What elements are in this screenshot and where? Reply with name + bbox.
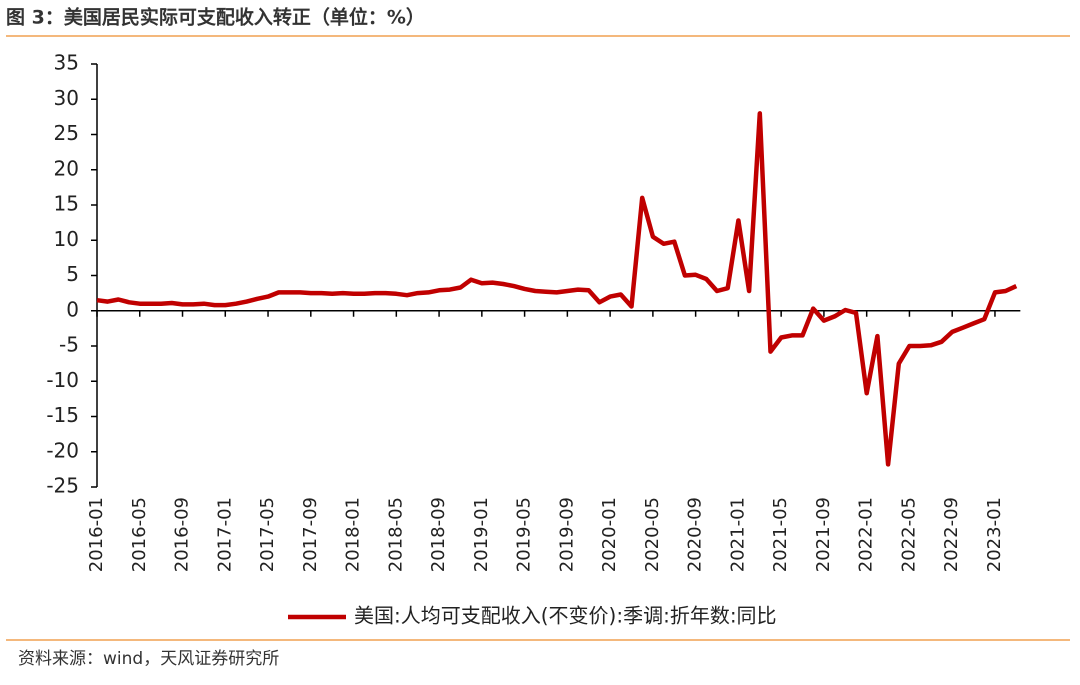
x-tick-label: 2022-01 [856,497,877,572]
chart-title: 图 3：美国居民实际可支配收入转正（单位：%） [6,6,425,29]
x-tick-label: 2020-05 [642,497,663,572]
legend-label: 美国:人均可支配收入(不变价):季调:折年数:同比 [354,604,777,628]
x-tick-label: 2020-01 [599,497,620,572]
x-tick-label: 2016-01 [86,497,107,572]
x-tick-label: 2022-05 [898,497,919,572]
y-tick-label: -25 [46,474,79,498]
y-tick-label: 35 [54,51,79,75]
x-tick-label: 2018-09 [428,497,449,572]
y-tick-label: 15 [54,192,79,216]
y-tick-label: -15 [46,403,79,427]
x-tick-label: 2022-09 [941,497,962,572]
x-tick-label: 2019-01 [471,497,492,572]
y-tick-label: -10 [46,368,79,392]
y-tick-label: -5 [59,333,79,357]
y-tick-label: 30 [54,86,79,110]
y-tick-label: 20 [54,156,79,180]
y-tick-label: 0 [66,297,79,321]
y-tick-label: 5 [66,262,79,286]
x-tick-label: 2021-05 [770,497,791,572]
y-tick-label: 10 [54,227,79,251]
x-tick-label: 2021-09 [813,497,834,572]
x-tick-label: 2021-01 [727,497,748,572]
x-tick-label: 2019-09 [556,497,577,572]
x-tick-label: 2020-09 [685,497,706,572]
x-tick-label: 2018-01 [343,497,364,572]
y-tick-label: -20 [46,438,79,462]
x-tick-label: 2017-09 [300,497,321,572]
x-tick-label: 2019-05 [514,497,535,572]
x-tick-label: 2023-01 [984,497,1005,572]
x-tick-label: 2018-05 [385,497,406,572]
source: 资料来源：wind，天风证券研究所 [18,649,279,669]
x-tick-label: 2016-05 [129,497,150,572]
x-tick-label: 2017-05 [257,497,278,572]
x-tick-label: 2016-09 [172,497,193,572]
y-tick-label: 25 [54,121,79,145]
x-tick-label: 2017-01 [214,497,235,572]
line-series [96,111,1018,467]
